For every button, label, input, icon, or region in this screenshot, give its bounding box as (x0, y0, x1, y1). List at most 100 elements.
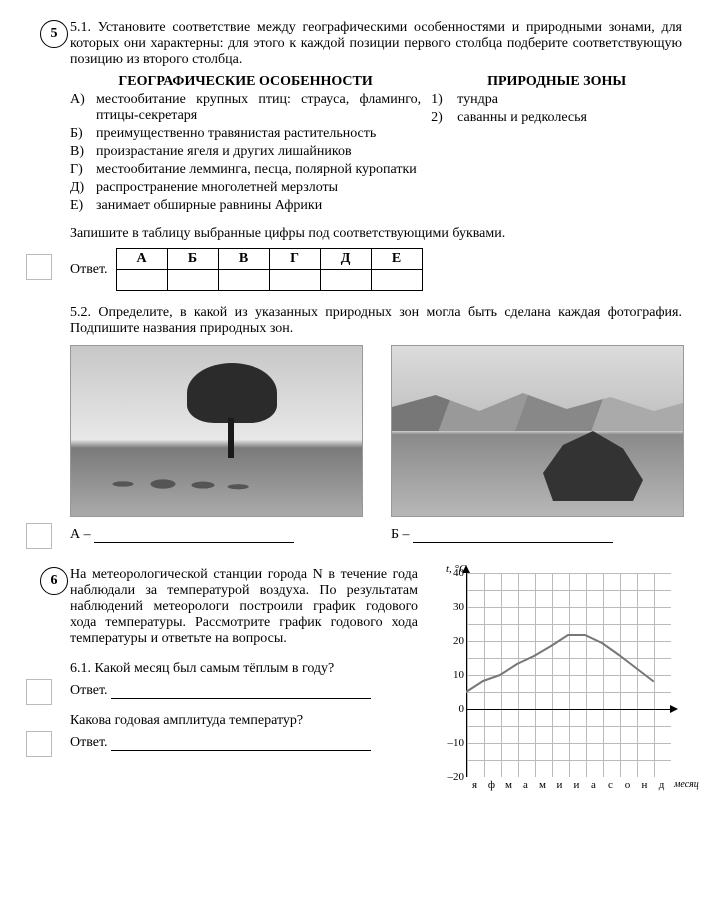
q6-wrap: На метеорологической станции города N в … (70, 567, 682, 797)
ytick: –10 (438, 737, 464, 749)
xtick: м (534, 779, 551, 791)
answer-box-marker (26, 679, 52, 705)
answer-box-marker (26, 731, 52, 757)
table-cell[interactable] (116, 270, 167, 291)
q5-right-item: 2)саванны и редколесья (431, 110, 682, 126)
q62-prompt: Какова годовая амплитуда температур? (70, 713, 418, 729)
photo-col-b: Б – (391, 345, 682, 543)
question-5: 5 5.1. Установите соответствие между гео… (30, 20, 682, 543)
xtick: ф (483, 779, 500, 791)
q61-answer: Ответ. (70, 683, 418, 699)
xtick: о (619, 779, 636, 791)
item-text: тундра (457, 92, 682, 108)
ytick: 0 (438, 703, 464, 715)
table-head: А (116, 249, 167, 270)
xtick: н (636, 779, 653, 791)
q5-table-prompt: Запишите в таблицу выбранные цифры под с… (70, 226, 682, 242)
item-text: распространение многолетней мерзлоты (96, 180, 421, 196)
item-text: произрастание ягеля и других лишайников (96, 144, 421, 160)
ytick: 30 (438, 601, 464, 613)
xtick: и (551, 779, 568, 791)
x-axis-label: месяц (674, 779, 699, 790)
q5-left-head: ГЕОГРАФИЧЕСКИЕ ОСОБЕННОСТИ (70, 74, 421, 90)
item-letter: 1) (431, 92, 457, 108)
item-letter: Б) (70, 126, 96, 142)
item-letter: Д) (70, 180, 96, 196)
xtick: и (568, 779, 585, 791)
xtick: д (653, 779, 670, 791)
item-text: занимает обширные равнины Африки (96, 198, 421, 214)
answer-line[interactable] (111, 684, 371, 699)
q5-two-col: ГЕОГРАФИЧЕСКИЕ ОСОБЕННОСТИ А)местообитан… (70, 74, 682, 216)
q62-answer: Ответ. (70, 735, 418, 751)
q5-left-item: А)местообитание крупных птиц: страуса, ф… (70, 92, 421, 124)
temperature-chart: t, °C 40 30 20 10 0 –10 –20 я ф м а м и … (432, 567, 682, 797)
table-cell[interactable] (269, 270, 320, 291)
ytick: 10 (438, 669, 464, 681)
chart-zero-axis (466, 709, 670, 710)
ytick: –20 (438, 771, 464, 783)
item-text: преимущественно травянистая растительнос… (96, 126, 421, 142)
chart-arrow-x-icon (670, 705, 678, 713)
q5-right-col: ПРИРОДНЫЕ ЗОНЫ 1)тундра 2)саванны и редк… (431, 74, 682, 216)
item-letter: А) (70, 92, 96, 124)
q5-right-head: ПРИРОДНЫЕ ЗОНЫ (431, 74, 682, 90)
photo-a-label: А – (70, 527, 94, 542)
q5-answer-table[interactable]: А Б В Г Д Е (116, 248, 423, 291)
mountains-icon (392, 346, 683, 431)
answer-line[interactable] (111, 736, 371, 751)
table-head: Е (371, 249, 422, 270)
q6-intro: На метеорологической станции города N в … (70, 567, 418, 647)
answer-line[interactable] (94, 528, 294, 543)
photo-b-answer: Б – (391, 527, 682, 543)
item-text: местообитание лемминга, песца, полярной … (96, 162, 421, 178)
chart-grid (466, 573, 671, 777)
table-cell[interactable] (218, 270, 269, 291)
photo-savanna (70, 345, 363, 517)
qnum-6: 6 (40, 567, 68, 595)
q6-text-col: На метеорологической станции города N в … (70, 567, 418, 797)
xtick: а (585, 779, 602, 791)
answer-box-marker (26, 523, 52, 549)
q5-intro: 5.1. Установите соответствие между геогр… (70, 20, 682, 68)
table-cell[interactable] (167, 270, 218, 291)
table-row (116, 270, 422, 291)
table-row: А Б В Г Д Е (116, 249, 422, 270)
item-text: саванны и редколесья (457, 110, 682, 126)
item-letter: 2) (431, 110, 457, 126)
photo-b-label: Б – (391, 527, 413, 542)
answer-label: Ответ. (70, 735, 108, 750)
savanna-tree-icon (187, 363, 277, 423)
ytick: 20 (438, 635, 464, 647)
q5-left-item: Е)занимает обширные равнины Африки (70, 198, 421, 214)
table-head: Д (320, 249, 371, 270)
xtick: м (500, 779, 517, 791)
answer-label: Ответ. (70, 262, 108, 278)
item-letter: Г) (70, 162, 96, 178)
question-6: 6 На метеорологической станции города N … (30, 567, 682, 797)
item-text: местообитание крупных птиц: страуса, фла… (96, 92, 421, 124)
answer-box-marker (26, 254, 52, 280)
item-letter: Е) (70, 198, 96, 214)
xtick: с (602, 779, 619, 791)
q5-left-item: В)произрастание ягеля и других лишайнико… (70, 144, 421, 160)
table-head: Г (269, 249, 320, 270)
q5-right-item: 1)тундра (431, 92, 682, 108)
photo-tundra (391, 345, 684, 517)
qnum-5: 5 (40, 20, 68, 48)
q5-answer-row: Ответ. А Б В Г Д Е (70, 248, 682, 291)
ytick: 40 (438, 567, 464, 579)
table-cell[interactable] (320, 270, 371, 291)
photo-col-a: А – (70, 345, 361, 543)
q5-left-item: Г)местообитание лемминга, песца, полярно… (70, 162, 421, 178)
answer-line[interactable] (413, 528, 613, 543)
q5-left-item: Д)распространение многолетней мерзлоты (70, 180, 421, 196)
q61-prompt: 6.1. Какой месяц был самым тёплым в году… (70, 661, 418, 677)
xtick: я (466, 779, 483, 791)
table-cell[interactable] (371, 270, 422, 291)
q5-left-col: ГЕОГРАФИЧЕСКИЕ ОСОБЕННОСТИ А)местообитан… (70, 74, 421, 216)
q52-photo-row: А – Б – (70, 345, 682, 543)
q52-prompt: 5.2. Определите, в какой из указанных пр… (70, 305, 682, 337)
answer-label: Ответ. (70, 683, 108, 698)
table-head: В (218, 249, 269, 270)
